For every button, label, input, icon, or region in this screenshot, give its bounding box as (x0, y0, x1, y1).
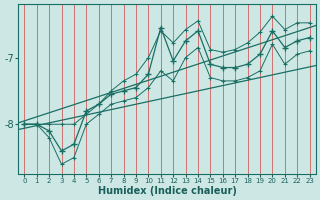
X-axis label: Humidex (Indice chaleur): Humidex (Indice chaleur) (98, 186, 236, 196)
